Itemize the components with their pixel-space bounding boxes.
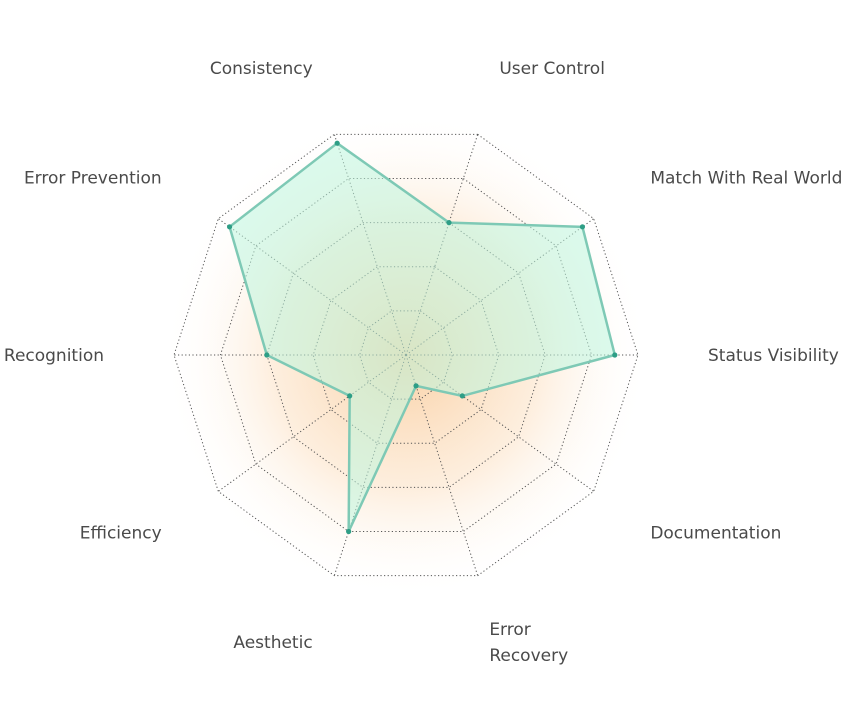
- axis-label-efficiency: Efficiency: [80, 524, 162, 544]
- axis-label-recognition: Recognition: [4, 346, 104, 366]
- data-point-match-with-real-world: [579, 224, 586, 230]
- data-point-status-visibility: [612, 352, 618, 358]
- data-point-efficiency: [347, 393, 353, 399]
- spoke-efficiency: [218, 354, 407, 492]
- spoke-documentation: [405, 354, 594, 492]
- data-point-documentation: [459, 393, 465, 399]
- axis-label-match-with-real-world: Match With Real World: [650, 168, 842, 188]
- axis-label-aesthetic: Aesthetic: [233, 633, 312, 653]
- radar-series: [226, 140, 618, 535]
- data-point-aesthetic: [346, 528, 352, 535]
- data-point-user-control: [446, 220, 452, 226]
- axis-label-error-recovery: Error Recovery: [489, 620, 568, 666]
- grid-ring-5: [173, 133, 639, 577]
- axis-label-error-prevention: Error Prevention: [24, 168, 162, 188]
- data-point-error-recovery: [413, 383, 419, 389]
- data-point-recognition: [264, 352, 270, 358]
- data-point-error-prevention: [226, 224, 233, 230]
- data-point-consistency: [334, 140, 340, 146]
- spoke-error-recovery: [405, 354, 479, 576]
- axis-label-user-control: User Control: [499, 59, 605, 79]
- axis-label-status-visibility: Status Visibility: [708, 346, 839, 366]
- axis-labels: User Control Match With Real World Status …: [4, 59, 842, 666]
- axis-label-consistency: Consistency: [210, 59, 313, 79]
- axis-label-documentation: Documentation: [650, 524, 781, 544]
